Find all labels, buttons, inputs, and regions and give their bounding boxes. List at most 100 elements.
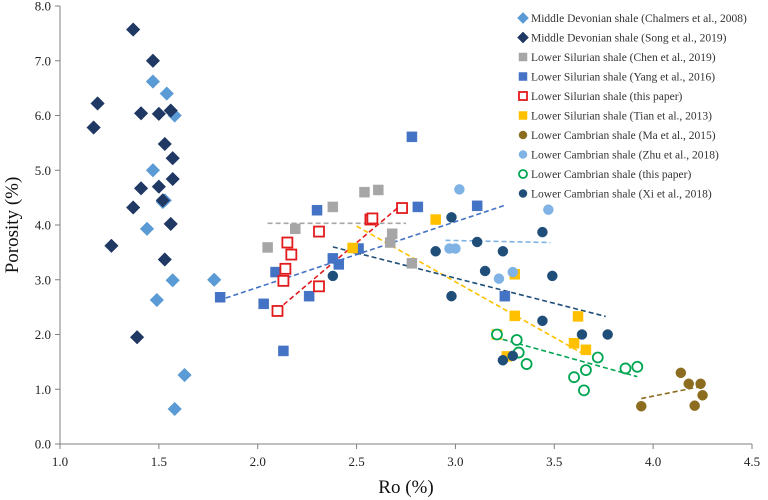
data-point — [507, 350, 519, 362]
y-tick-label: 2.0 — [35, 327, 51, 342]
data-point — [333, 259, 345, 270]
x-tick-label: 1.0 — [52, 454, 68, 469]
x-tick-label: 3.0 — [447, 454, 463, 469]
data-point — [537, 315, 548, 327]
data-point — [631, 360, 644, 373]
data-point — [471, 200, 483, 212]
data-point — [279, 262, 292, 275]
data-point — [347, 242, 358, 254]
axis-ticks: 1.0 1.5 2.0 2.5 3.0 3.5 4.0 4.50.01.02.03.04.05… — [35, 0, 760, 469]
data-point — [386, 228, 398, 240]
data-point — [675, 367, 687, 379]
data-point — [446, 212, 457, 223]
data-point — [165, 171, 180, 187]
legend-entry-label: Lower Cambrian shale (this paper) — [531, 169, 691, 181]
legend-marker — [518, 130, 528, 140]
data-point — [145, 163, 161, 178]
data-point — [576, 329, 588, 340]
data-point — [509, 310, 520, 322]
data-point — [450, 243, 461, 254]
data-point — [303, 290, 315, 302]
data-point — [104, 238, 119, 253]
data-point — [430, 246, 441, 257]
data-point — [125, 200, 141, 215]
data-point — [90, 96, 105, 111]
data-point — [471, 236, 483, 248]
data-point — [262, 242, 273, 253]
data-point — [430, 214, 441, 225]
legend-marker — [518, 72, 528, 81]
data-point — [591, 351, 604, 364]
data-point — [636, 400, 647, 412]
y-axis-title: Porosity (%) — [2, 177, 23, 274]
data-point — [578, 384, 590, 397]
data-point — [493, 273, 505, 284]
legend-entry-label: Lower Cambrian shale (Xi et al., 2018) — [531, 189, 712, 201]
legend: Middle Devonian shale (Chalmers et al., … — [517, 12, 747, 201]
data-point — [271, 305, 284, 317]
data-point — [167, 401, 182, 417]
data-point — [159, 86, 174, 101]
data-point — [327, 253, 339, 264]
x-tick-label: 3.5 — [546, 454, 562, 469]
data-point — [277, 274, 290, 287]
data-point — [510, 334, 523, 346]
data-point — [537, 226, 548, 238]
x-tick-label: 4.0 — [645, 454, 661, 469]
data-point — [602, 329, 613, 340]
data-point — [285, 248, 298, 261]
data-point — [151, 179, 167, 194]
x-tick-label: 1.5 — [151, 454, 167, 469]
data-point — [157, 252, 172, 267]
legend-entry-label: Lower Silurian shale (Tian et al., 2013) — [531, 111, 712, 123]
data-point — [290, 223, 301, 235]
data-point — [497, 246, 509, 257]
data-point — [507, 266, 519, 278]
trendline — [641, 385, 701, 400]
legend-entry-label: Lower Silurian shale (this paper) — [531, 91, 683, 103]
y-tick-label: 7.0 — [35, 53, 51, 68]
data-point — [165, 273, 180, 288]
data-point — [86, 120, 101, 135]
y-tick-label: 1.0 — [35, 382, 51, 397]
data-point — [327, 201, 339, 213]
x-tick-label: 2.5 — [348, 454, 364, 469]
y-tick-label: 5.0 — [35, 163, 51, 178]
data-point — [454, 184, 465, 195]
legend-marker — [518, 91, 528, 101]
data-point — [572, 311, 584, 322]
legend-entry-label: Middle Devonian shale (Chalmers et al., … — [531, 13, 747, 25]
y-tick-label: 6.0 — [35, 108, 51, 123]
data-point — [373, 184, 384, 196]
data-point — [499, 290, 511, 302]
data-point — [145, 74, 161, 89]
data-point — [412, 201, 424, 213]
data-point — [697, 390, 708, 401]
data-point — [133, 106, 149, 121]
data-point — [151, 106, 167, 122]
legend-entry-label: Lower Cambrian shale (Zhu et al., 2018) — [531, 150, 719, 162]
data-point — [396, 202, 408, 214]
data-point — [133, 181, 149, 196]
y-tick-label: 8.0 — [35, 0, 51, 14]
y-tick-label: 4.0 — [35, 218, 51, 233]
data-point — [695, 378, 706, 390]
data-point — [163, 216, 178, 232]
legend-marker — [518, 111, 528, 120]
data-point — [125, 22, 141, 37]
data-points — [86, 22, 708, 417]
data-point — [497, 354, 509, 366]
legend-marker — [518, 52, 528, 62]
data-point — [149, 292, 165, 308]
data-point — [359, 186, 370, 198]
data-point — [568, 371, 580, 384]
legend-entry-label: Lower Silurian shale (Yang et al., 2016) — [531, 72, 715, 84]
data-point — [313, 225, 325, 238]
legend-marker — [518, 150, 528, 159]
legend-entry-label: Middle Devonian shale (Song et al., 2019… — [531, 33, 727, 45]
data-point — [683, 378, 694, 390]
data-point — [165, 151, 180, 166]
data-point — [446, 290, 457, 302]
trendline — [332, 246, 606, 318]
